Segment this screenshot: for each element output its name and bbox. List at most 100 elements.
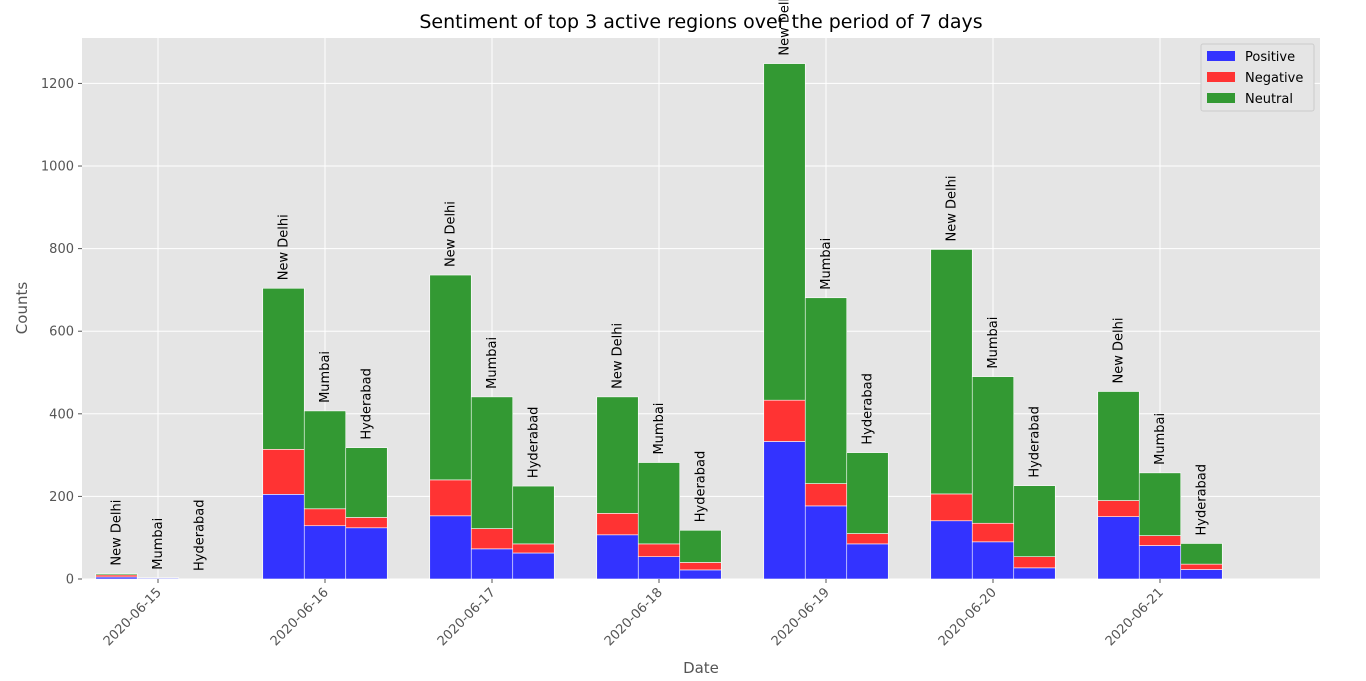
bar-neutral-new-delhi <box>1097 391 1140 501</box>
bar-neutral-hyderabad <box>846 452 889 534</box>
bar-positive-new-delhi <box>429 515 472 580</box>
y-tick-label: 200 <box>49 490 74 505</box>
bar-negative-new-delhi <box>262 449 305 495</box>
x-axis: 2020-06-15 2020-06-16 2020-06-17 2020-06-18… <box>101 579 1167 649</box>
bar-negative-mumbai <box>637 543 681 557</box>
legend-swatch-positive <box>1207 51 1235 61</box>
bar-labels-group: New Delhi Mumbai Hyderabad New Delhi Mumbai H… <box>110 0 1210 571</box>
bar-positive-mumbai <box>470 548 514 580</box>
bar-neutral-hyderabad <box>1180 543 1223 565</box>
bar-positive-new-delhi <box>262 494 305 580</box>
bar-label-mumbai: Mumbai <box>652 403 667 455</box>
y-tick-label: 0 <box>66 573 74 588</box>
bar-negative-mumbai <box>303 508 347 527</box>
bar-positive-new-delhi <box>930 520 973 580</box>
x-axis-label: Date <box>683 659 719 677</box>
bar-positive-hyderabad <box>679 569 722 580</box>
bar-label-new-delhi: New Delhi <box>945 175 960 241</box>
bar-label-hyderabad: Hyderabad <box>694 451 709 523</box>
bar-negative-hyderabad <box>512 543 555 554</box>
bar-label-mumbai: Mumbai <box>151 518 166 570</box>
bar-label-hyderabad: Hyderabad <box>193 500 208 572</box>
bar-neutral-hyderabad <box>679 529 722 563</box>
bar-label-new-delhi: New Delhi <box>1112 318 1127 384</box>
y-tick-label: 400 <box>49 407 74 422</box>
bars-group <box>95 63 1223 580</box>
bar-negative-mumbai <box>1138 535 1182 546</box>
bar-label-mumbai: Mumbai <box>1153 413 1168 465</box>
legend-swatch-negative <box>1207 72 1235 82</box>
bar-label-mumbai: Mumbai <box>986 317 1001 369</box>
legend-label-neutral: Neutral <box>1245 92 1293 107</box>
bar-label-hyderabad: Hyderabad <box>527 407 542 479</box>
bar-label-hyderabad: Hyderabad <box>360 368 375 440</box>
x-tick-label: 2020-06-20 <box>936 585 1000 649</box>
x-tick-label: 2020-06-16 <box>268 585 332 649</box>
legend-swatch-neutral <box>1207 93 1235 103</box>
bar-negative-mumbai <box>971 522 1015 543</box>
bar-positive-hyderabad <box>345 527 388 580</box>
bar-positive-mumbai <box>804 505 848 580</box>
bar-neutral-mumbai <box>470 396 514 529</box>
bar-positive-mumbai <box>637 556 681 580</box>
bar-negative-mumbai <box>470 528 514 550</box>
bar-negative-new-delhi <box>1097 500 1140 517</box>
bar-negative-hyderabad <box>1013 556 1056 569</box>
bar-label-mumbai: Mumbai <box>318 351 333 403</box>
bar-positive-mumbai <box>971 541 1015 580</box>
x-tick-label: 2020-06-18 <box>602 585 666 649</box>
bar-neutral-new-delhi <box>763 63 806 401</box>
legend: Positive Negative Neutral <box>1200 43 1315 112</box>
bar-label-hyderabad: Hyderabad <box>1195 464 1210 536</box>
bar-positive-new-delhi <box>95 576 138 580</box>
bar-negative-new-delhi <box>429 479 472 517</box>
x-tick-label: 2020-06-21 <box>1103 585 1167 649</box>
bar-label-new-delhi: New Delhi <box>611 323 626 389</box>
chart-title: Sentiment of top 3 active regions over t… <box>419 11 982 33</box>
bar-label-new-delhi: New Delhi <box>778 0 793 56</box>
bar-neutral-mumbai <box>303 410 347 510</box>
bar-label-new-delhi: New Delhi <box>110 500 125 566</box>
bar-label-new-delhi: New Delhi <box>277 214 292 280</box>
legend-label-negative: Negative <box>1245 71 1303 86</box>
x-tick-label: 2020-06-15 <box>101 585 165 649</box>
bar-neutral-new-delhi <box>930 249 973 495</box>
bar-negative-new-delhi <box>596 513 639 536</box>
bar-neutral-hyderabad <box>345 447 388 518</box>
bar-neutral-mumbai <box>971 376 1015 524</box>
bar-neutral-mumbai <box>1138 472 1182 536</box>
bar-neutral-hyderabad <box>1013 485 1056 557</box>
bar-positive-hyderabad <box>1013 567 1056 580</box>
bar-positive-new-delhi <box>763 441 806 580</box>
bar-label-hyderabad: Hyderabad <box>1028 406 1043 478</box>
bar-label-new-delhi: New Delhi <box>444 201 459 267</box>
bar-positive-hyderabad <box>1180 569 1223 580</box>
bar-negative-hyderabad <box>846 533 889 545</box>
bar-label-mumbai: Mumbai <box>485 337 500 389</box>
legend-label-positive: Positive <box>1245 50 1295 65</box>
bar-positive-new-delhi <box>1097 516 1140 580</box>
bar-neutral-new-delhi <box>596 396 639 514</box>
bar-neutral-new-delhi <box>95 573 138 576</box>
bar-positive-hyderabad <box>846 543 889 580</box>
y-tick-label: 1200 <box>41 77 74 92</box>
bar-negative-new-delhi <box>763 399 806 442</box>
x-tick-label: 2020-06-17 <box>435 585 499 649</box>
bar-neutral-new-delhi <box>262 287 305 450</box>
y-axis: 0 200 400 600 800 1000 1200 <box>41 77 82 588</box>
y-axis-label: Counts <box>13 282 31 335</box>
bar-label-mumbai: Mumbai <box>819 238 834 290</box>
bar-negative-hyderabad <box>345 517 388 529</box>
bar-negative-new-delhi <box>95 574 138 578</box>
y-tick-label: 1000 <box>41 160 74 175</box>
bar-positive-hyderabad <box>512 552 555 580</box>
bar-neutral-mumbai <box>804 297 848 484</box>
bar-negative-hyderabad <box>679 562 722 571</box>
y-tick-label: 600 <box>49 325 74 340</box>
bar-negative-hyderabad <box>1180 563 1223 570</box>
bar-neutral-mumbai <box>637 462 681 545</box>
bar-neutral-hyderabad <box>512 485 555 545</box>
bar-negative-mumbai <box>804 483 848 507</box>
bar-positive-mumbai <box>303 525 347 580</box>
